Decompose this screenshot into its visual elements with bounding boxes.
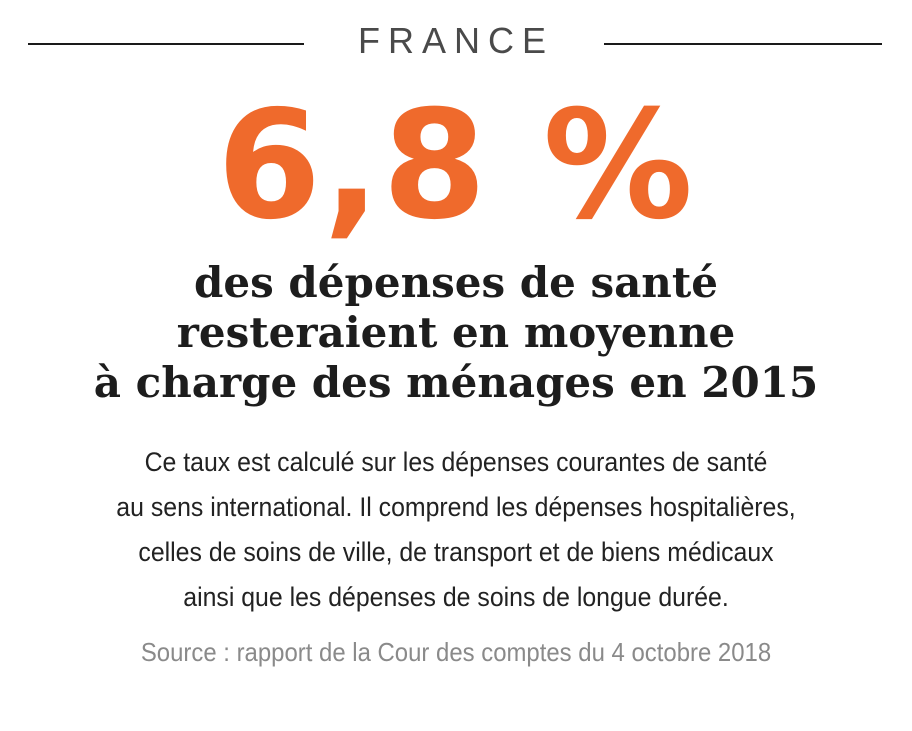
description-line: au sens international. Il comprend les d… <box>116 492 796 522</box>
headline-text: des dépenses de santé resteraient en moy… <box>0 258 912 408</box>
description-line: celles de soins de ville, de transport e… <box>138 537 774 567</box>
country-label: FRANCE <box>357 20 554 61</box>
description-line: Ce taux est calculé sur les dépenses cou… <box>144 447 768 477</box>
headline-line: des dépenses de santé <box>194 258 718 307</box>
headline-statistic: 6,8 % <box>216 79 696 253</box>
description-paragraph: Ce taux est calculé sur les dépenses cou… <box>36 440 875 620</box>
right-divider <box>604 43 882 45</box>
header: FRANCE <box>0 16 912 72</box>
headline-line: resteraient en moyenne <box>176 308 736 357</box>
source-citation: Source : rapport de la Cour des comptes … <box>140 637 772 667</box>
left-divider <box>28 43 304 45</box>
description-line: ainsi que les dépenses de soins de longu… <box>183 582 729 612</box>
headline-line: à charge des ménages en 2015 <box>93 358 819 407</box>
